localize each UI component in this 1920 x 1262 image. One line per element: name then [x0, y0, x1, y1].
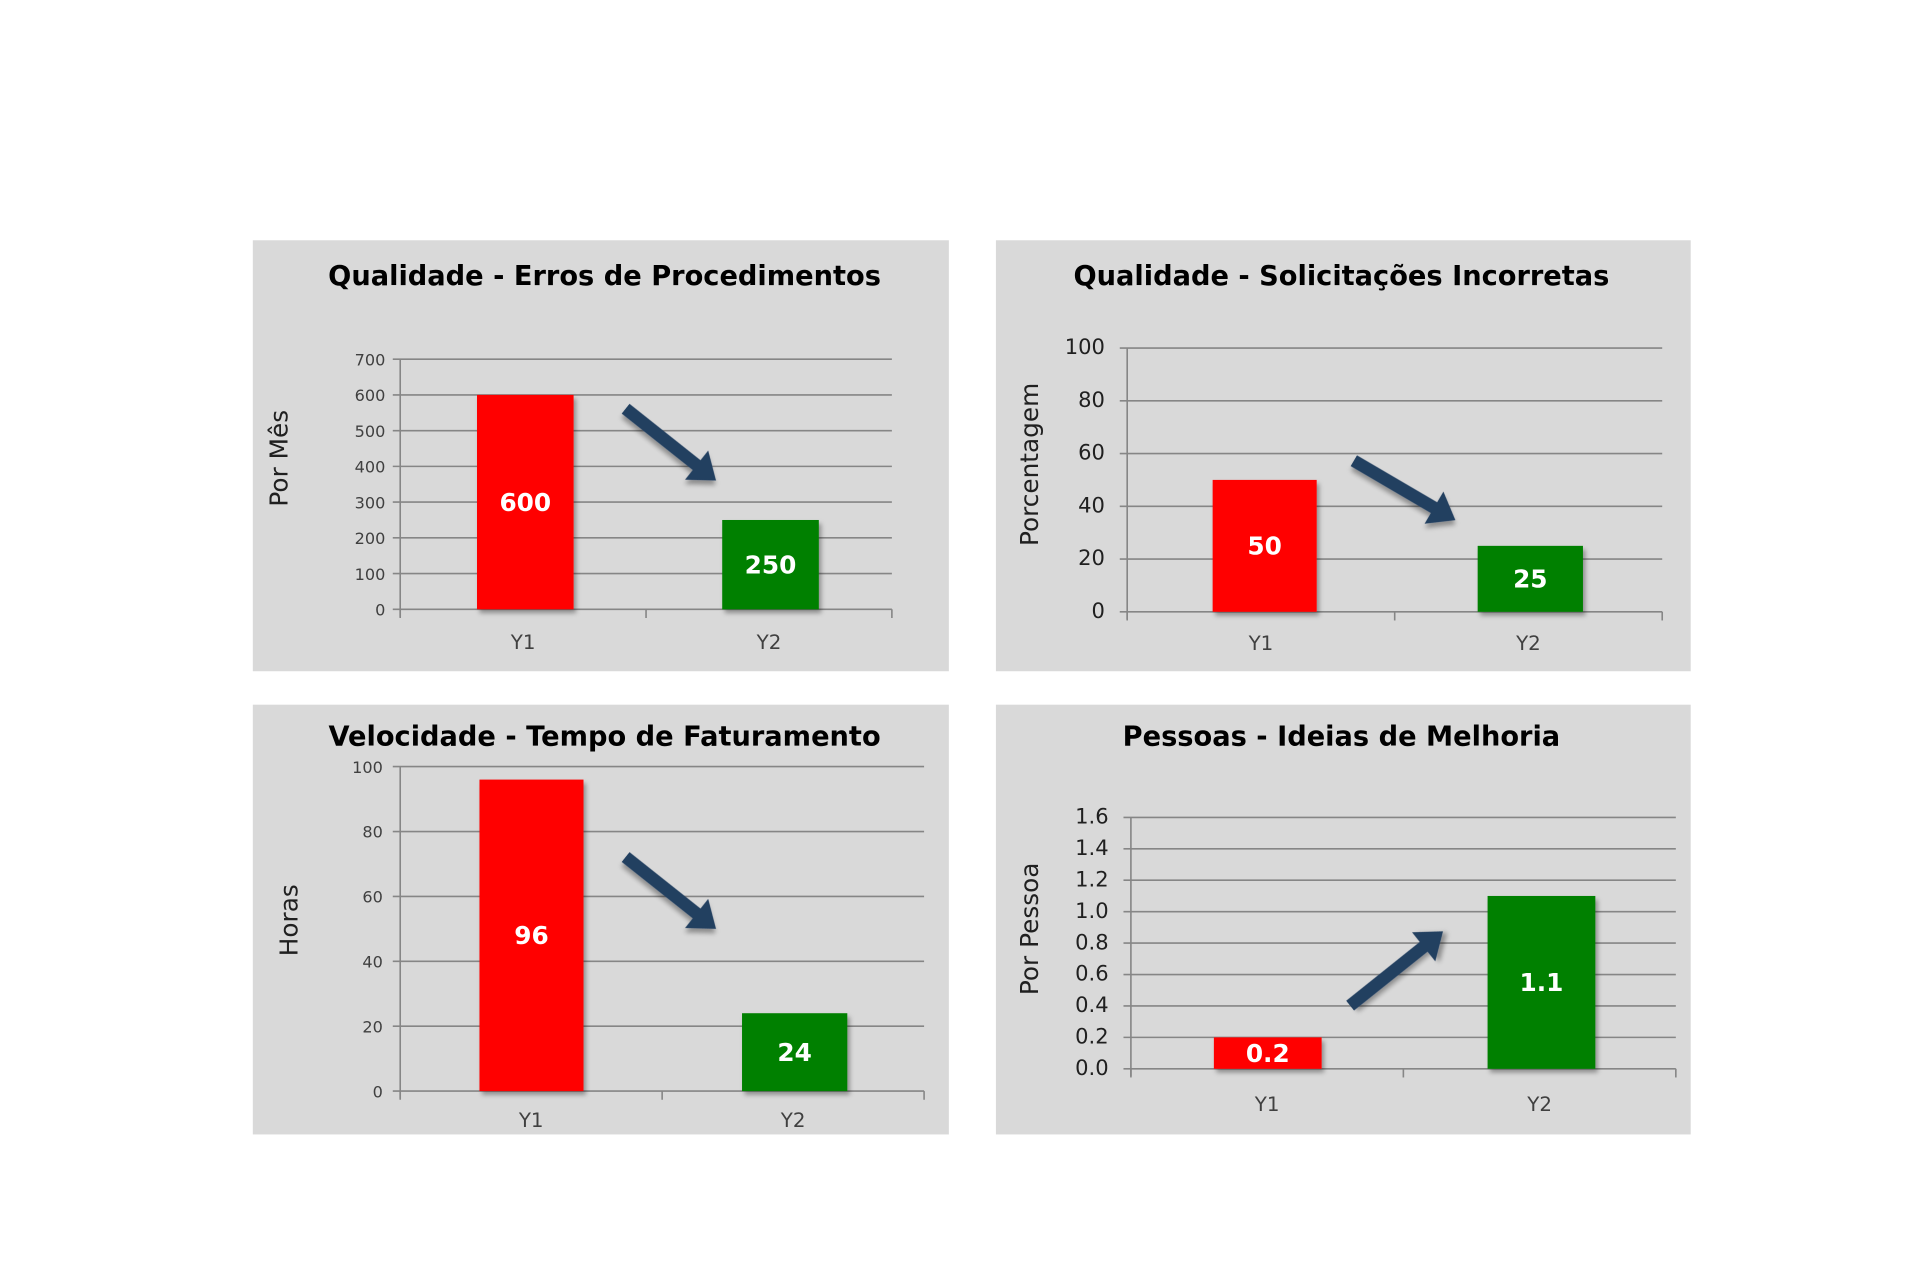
- y-tick-label: 600: [355, 386, 386, 405]
- y-tick-label: 0.2: [1075, 1024, 1108, 1049]
- y-tick-label: 100: [1065, 334, 1105, 359]
- y-tick-label: 0.4: [1075, 992, 1108, 1017]
- chart-panel-1: Qualidade - Erros de Procedimentos Por Mê…: [252, 240, 949, 672]
- bar-y1: [479, 779, 584, 1092]
- chart-title: Qualidade - Erros de Procedimentos: [328, 261, 881, 292]
- data-label: 600: [499, 488, 551, 517]
- y-tick-label: 40: [362, 952, 382, 971]
- data-label: 96: [514, 921, 548, 950]
- y-axis-label: Por Pessoa: [1015, 863, 1044, 996]
- x-category-label: Y1: [510, 631, 536, 654]
- y-tick-label: 40: [1078, 492, 1105, 517]
- y-tick-label: 700: [355, 350, 386, 369]
- arrow-shape: [621, 852, 717, 929]
- x-category-label: Y2: [1515, 632, 1541, 655]
- chart-title: Pessoas - Ideias de Melhoria: [1123, 722, 1561, 753]
- arrow-down-right-icon: [1350, 455, 1456, 524]
- data-label: 1.1: [1520, 968, 1564, 997]
- bar-y2: [1487, 895, 1596, 1069]
- data-label: 24: [777, 1038, 811, 1067]
- bar-y2: [1477, 545, 1583, 612]
- y-tick-label: 300: [355, 493, 386, 512]
- y-tick-label: 1.6: [1075, 804, 1108, 829]
- y-tick-label: 20: [362, 1017, 382, 1036]
- bar-y1: [476, 394, 574, 610]
- x-category-label: Y2: [1526, 1093, 1552, 1116]
- arrow-shape: [1350, 455, 1456, 524]
- arrow-shape: [1346, 931, 1444, 1011]
- y-tick-label: 1.4: [1075, 835, 1108, 860]
- y-tick-label: 0: [373, 1082, 383, 1101]
- y-tick-label: 1.0: [1075, 898, 1108, 923]
- chart-title: Qualidade - Solicitações Incorretas: [1073, 261, 1609, 292]
- bar-y1: [1213, 1037, 1322, 1069]
- y-tick-label: 1.2: [1075, 866, 1108, 891]
- arrow-down-right-icon: [621, 852, 717, 929]
- arrow-shape: [621, 403, 717, 481]
- x-category-label: Y1: [1254, 1093, 1280, 1116]
- data-label: 25: [1513, 564, 1547, 593]
- data-label: 50: [1247, 532, 1281, 561]
- y-axis-label: Porcentagem: [1015, 383, 1044, 546]
- y-tick-label: 60: [1078, 440, 1105, 465]
- y-tick-label: 0.6: [1075, 961, 1108, 986]
- y-tick-label: 100: [352, 758, 383, 777]
- bar-y1: [1212, 479, 1317, 612]
- y-tick-label: 80: [1078, 387, 1105, 412]
- y-tick-label: 500: [355, 422, 386, 441]
- data-label: 0.2: [1246, 1039, 1290, 1068]
- arrow-down-right-icon: [621, 403, 717, 481]
- y-tick-label: 200: [355, 529, 386, 548]
- y-tick-label: 0: [1091, 598, 1104, 623]
- y-tick-label: 0.0: [1075, 1055, 1108, 1080]
- x-category-label: Y2: [756, 631, 782, 654]
- y-tick-label: 100: [355, 565, 386, 584]
- y-tick-label: 0: [375, 601, 385, 620]
- y-axis-label: Por Mês: [265, 410, 294, 507]
- y-tick-label: 0.8: [1075, 929, 1108, 954]
- arrow-up-right-icon: [1346, 931, 1444, 1011]
- chart-panel-2: Qualidade - Solicitações Incorretas Porce…: [995, 240, 1691, 672]
- y-tick-label: 20: [1078, 545, 1105, 570]
- bar-y2: [742, 1013, 848, 1092]
- y-tick-label: 400: [355, 458, 386, 477]
- y-tick-label: 80: [362, 823, 382, 842]
- data-label: 250: [745, 550, 797, 579]
- chart-title: Velocidade - Tempo de Faturamento: [328, 722, 880, 753]
- chart-panel-3: Velocidade - Tempo de Faturamento Horas 0 2…: [252, 704, 949, 1135]
- bar-y2: [722, 519, 819, 610]
- x-category-label: Y1: [518, 1109, 544, 1132]
- x-category-label: Y1: [1248, 632, 1274, 655]
- y-tick-label: 60: [362, 888, 382, 907]
- y-axis-label: Horas: [274, 884, 303, 956]
- panel-background: [252, 240, 949, 672]
- x-category-label: Y2: [780, 1109, 806, 1132]
- chart-panel-4: Pessoas - Ideias de Melhoria Por Pessoa 0.…: [995, 704, 1691, 1135]
